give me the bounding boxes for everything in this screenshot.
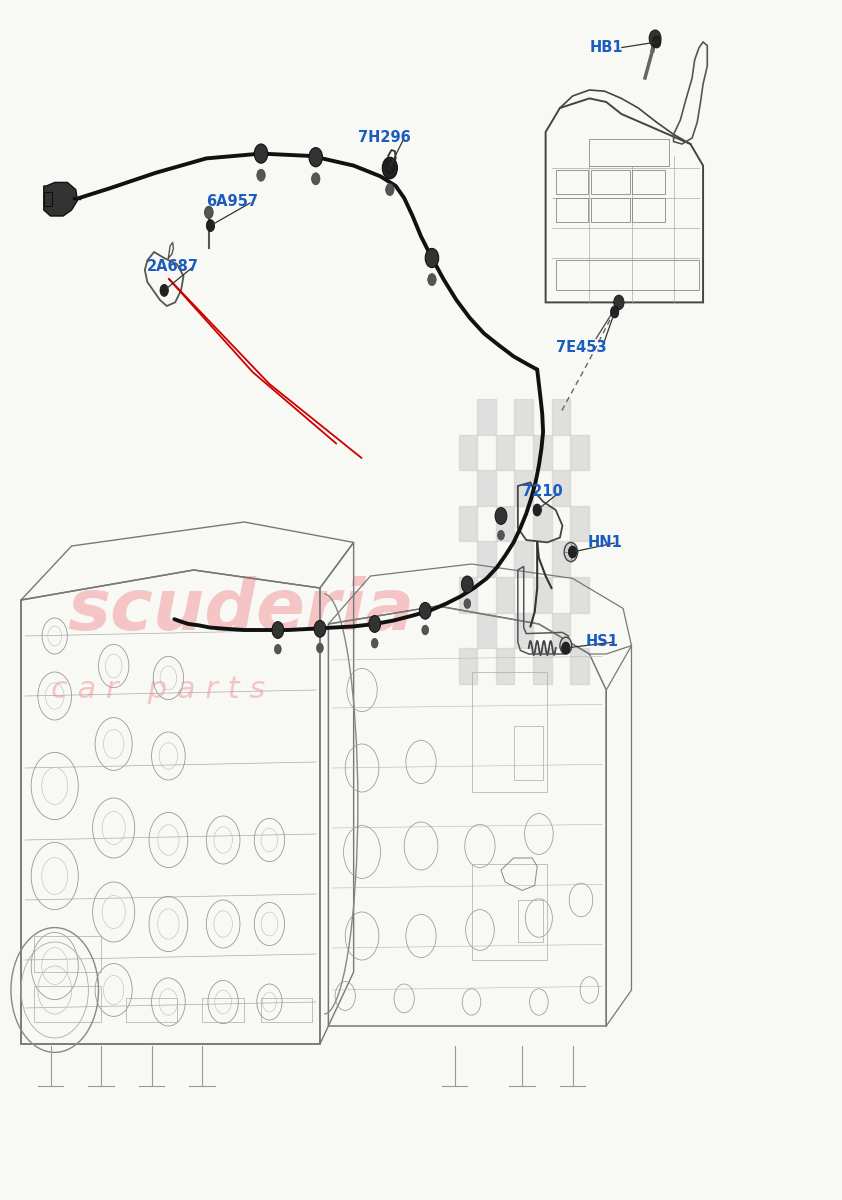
Bar (459, 577, 477, 613)
Circle shape (461, 576, 473, 593)
Bar (514, 398, 533, 434)
Circle shape (206, 220, 215, 232)
Circle shape (371, 638, 378, 648)
Bar (552, 470, 570, 505)
Text: HN1: HN1 (588, 535, 622, 550)
Bar (34, 986, 101, 1022)
Bar (477, 470, 496, 505)
Bar (591, 170, 630, 194)
Bar (44, 192, 52, 206)
Bar (514, 470, 533, 505)
Bar (514, 613, 533, 648)
Bar (570, 506, 589, 541)
Circle shape (309, 148, 322, 167)
Bar (632, 170, 665, 194)
Bar (552, 613, 570, 648)
Circle shape (422, 625, 429, 635)
Bar (472, 864, 547, 960)
Circle shape (205, 206, 213, 218)
Bar (556, 170, 588, 194)
Bar (459, 434, 477, 470)
Text: 7E453: 7E453 (556, 341, 606, 355)
Circle shape (560, 637, 572, 654)
Circle shape (419, 602, 431, 619)
Circle shape (562, 642, 570, 654)
Circle shape (317, 643, 323, 653)
Circle shape (386, 161, 394, 173)
Circle shape (614, 295, 624, 310)
Bar (518, 900, 543, 942)
Text: HB1: HB1 (589, 41, 623, 55)
Text: c a r   p a r t s: c a r p a r t s (51, 676, 264, 704)
Bar (496, 434, 514, 470)
Bar (556, 198, 588, 222)
Polygon shape (44, 182, 77, 216)
Bar (533, 434, 552, 470)
Bar (261, 998, 312, 1022)
Circle shape (610, 306, 619, 318)
Bar (477, 398, 496, 434)
Bar (496, 577, 514, 613)
Circle shape (564, 542, 578, 562)
Bar (589, 139, 669, 166)
Circle shape (428, 274, 436, 286)
Bar (496, 506, 514, 541)
Bar (533, 577, 552, 613)
Circle shape (314, 620, 326, 637)
Circle shape (369, 616, 381, 632)
Text: 6A957: 6A957 (206, 194, 258, 209)
Text: HS1: HS1 (585, 635, 618, 649)
Bar (34, 936, 101, 972)
Bar (552, 398, 570, 434)
Circle shape (257, 169, 265, 181)
Bar (472, 672, 547, 792)
Circle shape (312, 173, 320, 185)
Bar (126, 998, 177, 1022)
Bar (477, 541, 496, 577)
Text: 2A687: 2A687 (147, 259, 200, 274)
Bar (459, 506, 477, 541)
Circle shape (386, 184, 394, 196)
Bar (570, 648, 589, 684)
Bar (477, 613, 496, 648)
Text: 7H296: 7H296 (358, 131, 411, 145)
Circle shape (254, 144, 268, 163)
Circle shape (274, 644, 281, 654)
Circle shape (649, 30, 661, 47)
Text: 7210: 7210 (522, 485, 562, 499)
Bar (552, 541, 570, 577)
Circle shape (272, 622, 284, 638)
Circle shape (495, 508, 507, 524)
Bar (533, 506, 552, 541)
Bar (533, 648, 552, 684)
Circle shape (383, 158, 397, 178)
Circle shape (382, 157, 397, 179)
Bar (496, 648, 514, 684)
Bar (514, 726, 543, 780)
Circle shape (653, 36, 661, 48)
Bar (514, 541, 533, 577)
Bar (591, 198, 630, 222)
Bar (570, 577, 589, 613)
Circle shape (568, 546, 577, 558)
Text: scuderia: scuderia (67, 576, 414, 646)
Bar (632, 198, 665, 222)
Circle shape (533, 504, 541, 516)
Bar (570, 434, 589, 470)
Circle shape (464, 599, 471, 608)
Bar (202, 998, 244, 1022)
Circle shape (425, 248, 439, 268)
Bar (556, 260, 699, 290)
Bar (459, 648, 477, 684)
Circle shape (498, 530, 504, 540)
Circle shape (160, 284, 168, 296)
